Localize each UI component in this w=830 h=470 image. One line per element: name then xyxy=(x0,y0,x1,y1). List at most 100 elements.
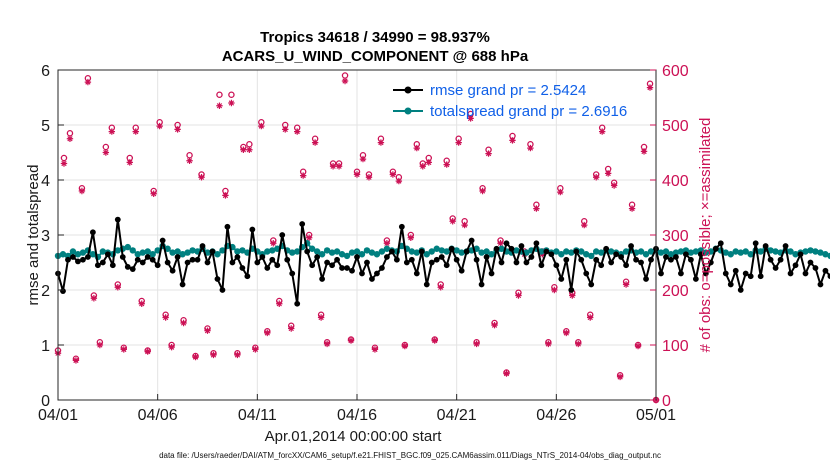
rmse-point xyxy=(543,248,550,255)
spread-point xyxy=(513,247,520,254)
spread-point xyxy=(99,248,107,255)
rmse-point xyxy=(144,254,151,260)
rmse-point xyxy=(448,245,455,252)
rmse-point xyxy=(802,270,809,277)
spread-point xyxy=(164,245,171,252)
spread-point xyxy=(563,248,570,255)
rmse-point xyxy=(453,256,460,263)
rmse-point xyxy=(119,254,126,260)
obs-assimilated-point xyxy=(593,174,600,181)
rmse-point xyxy=(473,256,480,263)
spread-point xyxy=(59,251,67,258)
rmse-point xyxy=(508,245,515,252)
y-axis-label-right: # of obs: o=possible; ×=assimilated xyxy=(697,118,714,353)
obs-assimilated-point xyxy=(383,240,391,247)
spread-point xyxy=(174,248,181,255)
spread-point xyxy=(498,245,505,252)
spread-point xyxy=(433,245,440,252)
spread-point xyxy=(239,247,246,254)
rmse-point xyxy=(379,265,385,271)
obs-assimilated-point xyxy=(216,102,223,109)
rmse-point xyxy=(628,243,634,249)
rmse-point xyxy=(369,276,375,282)
spread-point xyxy=(593,248,600,255)
y-tick-label-right: 100 xyxy=(662,338,689,355)
obs-assimilated-point xyxy=(246,146,253,153)
rmse-point xyxy=(633,256,639,263)
rmse-point xyxy=(194,256,201,263)
rmse-point xyxy=(692,276,699,282)
spread-point xyxy=(428,248,435,255)
spread-point xyxy=(807,247,814,254)
spread-point xyxy=(343,252,351,260)
spread-point xyxy=(139,249,146,256)
rmse-point xyxy=(777,256,784,263)
spread-point xyxy=(313,248,321,255)
spread-point xyxy=(707,248,715,255)
rmse-point xyxy=(782,243,789,249)
y-axis-label-left: rmse and totalspread xyxy=(25,165,42,306)
rmse-point xyxy=(618,254,625,260)
obs-assimilated-point xyxy=(575,340,582,348)
rmse-point xyxy=(393,256,400,263)
rmse-point xyxy=(124,264,131,270)
x-tick-label: 04/16 xyxy=(337,407,377,424)
x-tick-label: 04/06 xyxy=(138,407,178,424)
spread-point xyxy=(792,251,799,258)
rmse-point xyxy=(374,270,380,277)
obs-assimilated-point xyxy=(311,139,319,146)
spread-point xyxy=(383,245,391,252)
rmse-point xyxy=(737,287,744,293)
rmse-point xyxy=(648,256,654,263)
rmse-point xyxy=(433,256,440,263)
rmse-point xyxy=(812,265,819,271)
spread-point xyxy=(722,249,729,256)
rmse-point xyxy=(438,254,445,260)
rmse-point xyxy=(458,267,465,274)
obs-assimilated-point xyxy=(156,122,163,130)
obs-assimilated-point xyxy=(228,99,235,107)
spread-point xyxy=(74,251,82,258)
rmse-point xyxy=(757,273,764,280)
rmse-point xyxy=(697,251,704,258)
obs-assimilated-point xyxy=(604,170,612,177)
obs-assimilated-point xyxy=(204,327,211,334)
obs-assimilated-point xyxy=(174,126,181,133)
rmse-point xyxy=(403,259,410,266)
rmse-point xyxy=(184,259,191,266)
obs-assimilated-point xyxy=(198,174,205,181)
rmse-point xyxy=(89,229,96,236)
rmse-point xyxy=(727,281,734,288)
spread-point xyxy=(149,251,156,258)
spread-point xyxy=(453,247,460,254)
rmse-point xyxy=(623,262,629,269)
obs-assimilated-point xyxy=(288,325,295,332)
obs-assimilated-point xyxy=(431,337,438,344)
rmse-point xyxy=(687,256,694,263)
spread-point xyxy=(657,249,665,256)
rmse-point xyxy=(104,251,111,258)
obs-assimilated-point xyxy=(359,155,367,163)
rmse-point xyxy=(179,281,186,288)
y-tick-label-left: 2 xyxy=(41,283,50,300)
x-tick-label: 04/21 xyxy=(437,407,477,424)
obs-assimilated-point xyxy=(497,240,504,247)
obs-assimilated-point xyxy=(60,160,68,167)
spread-point xyxy=(348,249,356,256)
obs-possible-point xyxy=(216,91,223,99)
rmse-point xyxy=(578,256,585,263)
rmse-point xyxy=(384,254,390,260)
rmse-point xyxy=(762,243,769,249)
y-tick-label-right: 400 xyxy=(662,173,689,190)
spread-point xyxy=(568,249,575,256)
spread-point xyxy=(129,247,136,254)
spread-point xyxy=(124,243,131,251)
y-tick-label-left: 0 xyxy=(41,393,50,410)
spread-point xyxy=(583,251,590,258)
spread-point xyxy=(134,251,141,258)
rmse-point xyxy=(413,270,420,277)
rmse-point xyxy=(752,240,759,247)
obs-assimilated-point xyxy=(485,150,492,157)
rmse-point xyxy=(668,256,674,263)
rmse-point xyxy=(717,240,724,247)
